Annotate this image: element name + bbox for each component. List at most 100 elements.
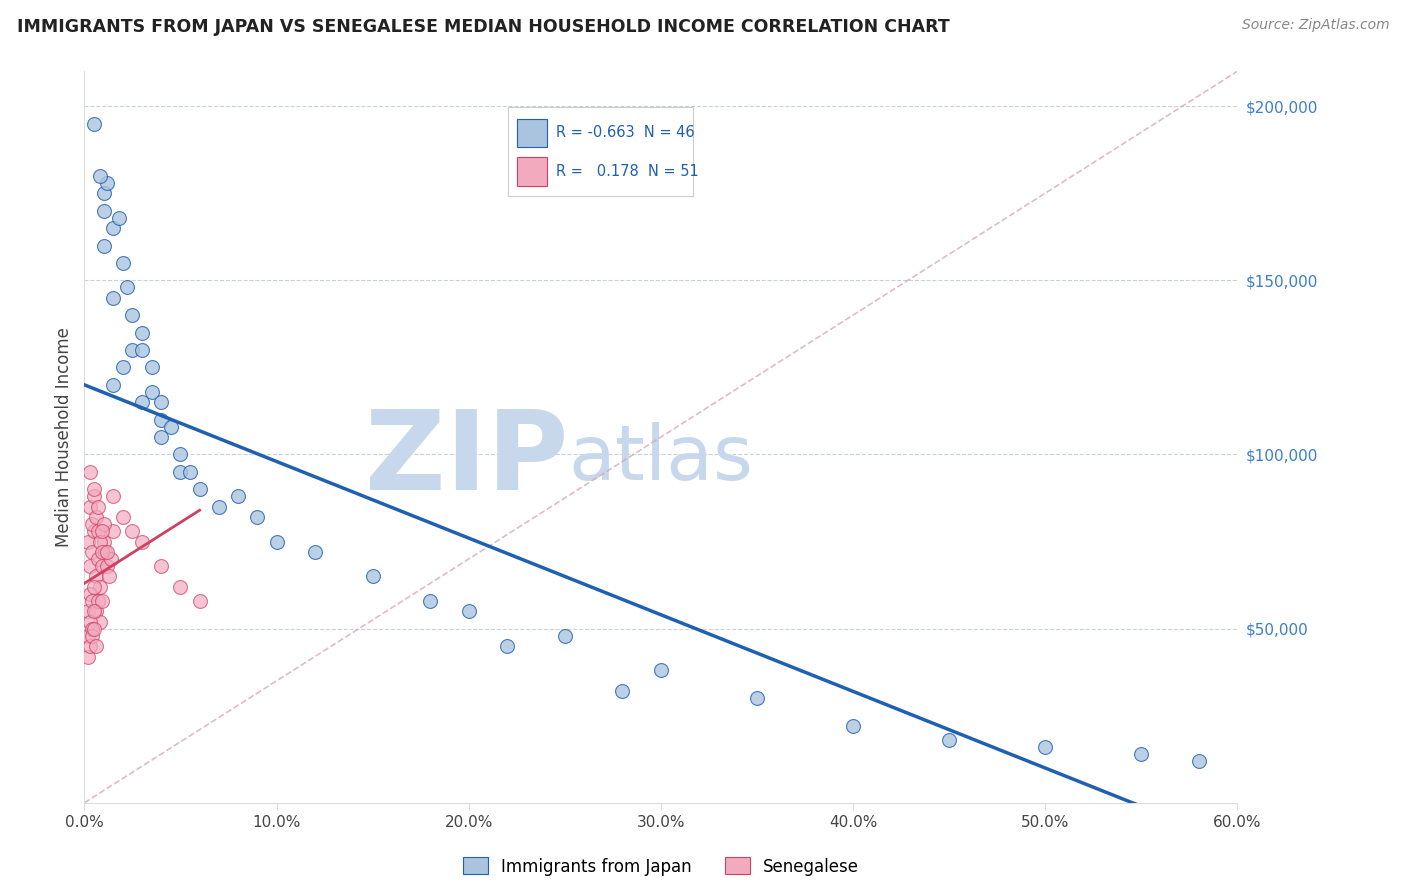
Point [83,580,105,594]
Text: R =   0.178  N = 51: R = 0.178 N = 51 [555,164,699,178]
Point [169,465,191,479]
Point [111,360,134,375]
Point [84,639,107,653]
Point [79,558,101,573]
Point [93,203,115,218]
Point [100,552,122,566]
Point [79,500,101,514]
Point [103,377,124,392]
Point [188,594,211,608]
Point [103,291,124,305]
Legend: Immigrants from Japan, Senegalese: Immigrants from Japan, Senegalese [456,851,866,882]
Point [188,483,211,497]
Point [246,510,269,524]
Point [554,629,576,643]
Point [131,343,153,357]
Point [150,412,173,426]
Point [93,517,115,532]
Point [361,569,384,583]
Point [150,395,173,409]
Point [83,117,105,131]
Point [650,664,672,678]
Point [98,569,121,583]
Point [169,580,191,594]
Point [83,622,105,636]
Point [83,483,105,497]
Text: Source: ZipAtlas.com: Source: ZipAtlas.com [1241,18,1389,32]
Point [83,489,105,503]
Point [84,510,107,524]
Text: R = -0.663  N = 46: R = -0.663 N = 46 [555,126,695,140]
Text: ZIP: ZIP [366,406,568,513]
Point [93,238,115,252]
Point [96,558,118,573]
Point [90,545,112,559]
Point [179,465,201,479]
Point [121,524,143,538]
Point [266,534,288,549]
Point [304,545,326,559]
Point [96,545,118,559]
Point [1188,754,1211,768]
Point [87,552,110,566]
Point [496,639,519,653]
Point [83,524,105,538]
Y-axis label: Median Household Income: Median Household Income [55,327,73,547]
Point [79,639,101,653]
Point [87,524,110,538]
Point [131,534,153,549]
Point [93,186,115,201]
Point [108,211,131,225]
Text: atlas: atlas [568,422,754,496]
Point [150,558,173,573]
Point [141,360,163,375]
Point [93,534,115,549]
Point [90,524,112,538]
Point [89,615,111,629]
Point [121,308,143,322]
Point [80,629,103,643]
Point [842,719,865,733]
Text: IMMIGRANTS FROM JAPAN VS SENEGALESE MEDIAN HOUSEHOLD INCOME CORRELATION CHART: IMMIGRANTS FROM JAPAN VS SENEGALESE MEDI… [17,18,949,36]
Point [208,500,231,514]
Point [150,430,173,444]
Point [131,395,153,409]
Point [419,594,441,608]
Point [103,489,124,503]
Point [90,594,112,608]
Point [1130,747,1153,761]
Point [96,176,118,190]
Point [84,604,107,618]
Point [103,221,124,235]
Point [1033,740,1056,755]
Point [226,489,249,503]
Point [457,604,479,618]
Point [90,558,112,573]
Point [77,649,100,664]
Point [79,615,101,629]
Point [80,594,103,608]
Point [89,169,111,183]
Point [169,448,191,462]
Point [94,545,117,559]
Point [83,604,105,618]
Point [87,500,110,514]
Point [103,524,124,538]
Point [80,545,103,559]
Point [77,629,100,643]
Point [745,691,768,706]
Point [80,517,103,532]
Point [77,604,100,618]
Point [80,622,103,636]
Point [121,343,143,357]
Point [79,587,101,601]
Point [131,326,153,340]
Point [79,465,101,479]
Point [87,594,110,608]
Point [141,384,163,399]
Point [612,684,634,698]
Point [89,534,111,549]
Point [111,256,134,270]
Point [84,569,107,583]
Point [115,280,138,294]
